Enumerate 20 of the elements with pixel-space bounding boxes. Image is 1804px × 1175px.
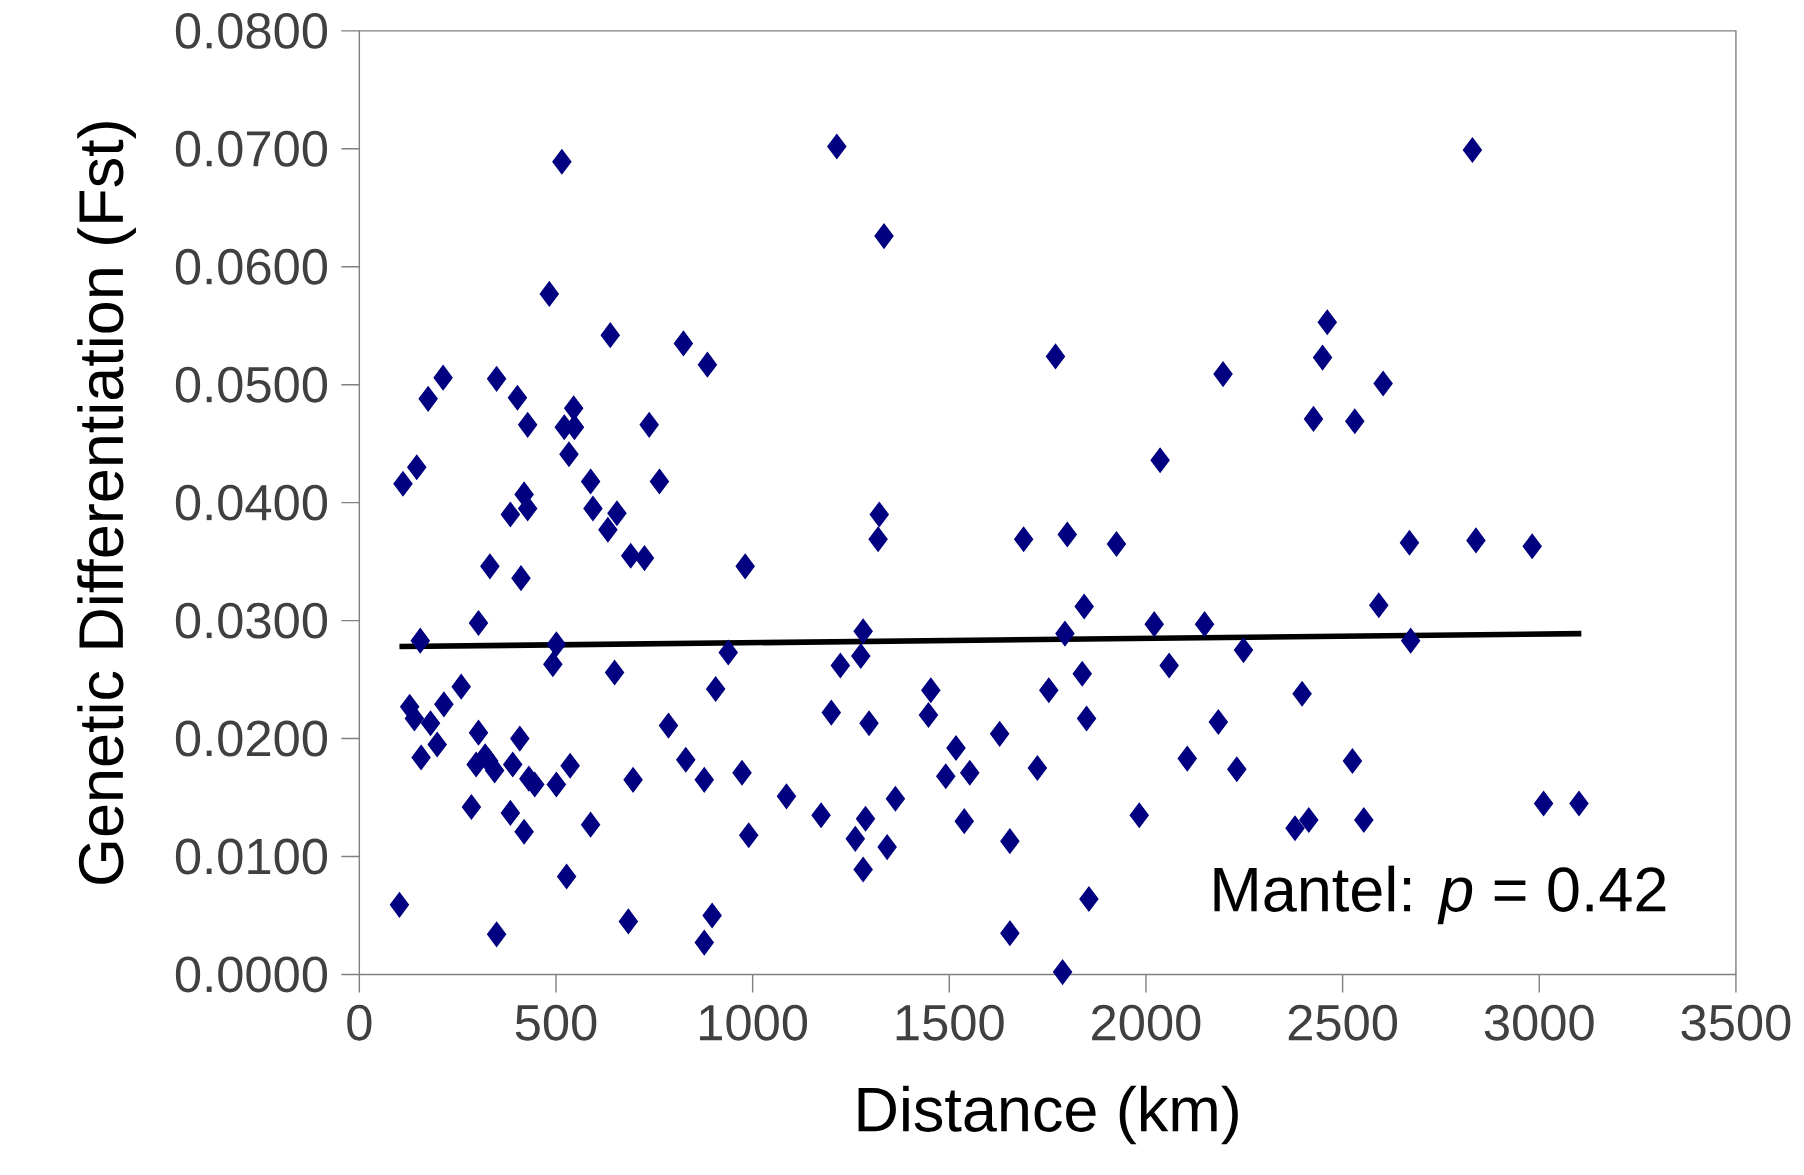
x-tick-label: 2000 bbox=[1092, 1004, 1201, 1041]
y-tick-label: 0.0800 bbox=[175, 13, 328, 50]
y-axis-title: Genetic Differentiation (Fst) bbox=[77, 122, 136, 885]
y-tick-label: 0.0300 bbox=[175, 602, 328, 639]
x-tick-label: 2500 bbox=[1288, 1004, 1398, 1041]
x-tick-label: 0 bbox=[347, 1004, 372, 1041]
y-tick-label: 0.0200 bbox=[175, 720, 328, 757]
y-tick-label: 0.0000 bbox=[175, 956, 328, 993]
y-tick-label: 0.0500 bbox=[175, 366, 328, 403]
y-tick-label: 0.0600 bbox=[175, 249, 328, 285]
y-tick-label: 0.0100 bbox=[175, 838, 328, 875]
x-tick-label: 3000 bbox=[1484, 1004, 1594, 1041]
x-tick-label: 3500 bbox=[1681, 1004, 1791, 1041]
x-tick-label: 1000 bbox=[700, 1004, 808, 1041]
x-tick-label: 500 bbox=[515, 1004, 597, 1041]
annotation: Mantel: p = 0.42 bbox=[1214, 865, 1666, 925]
x-axis-title: Distance (km) bbox=[858, 1085, 1238, 1145]
x-tick-label: 1500 bbox=[896, 1004, 1004, 1041]
y-tick-label: 0.0700 bbox=[175, 131, 328, 168]
y-tick-label: 0.0400 bbox=[175, 484, 328, 521]
